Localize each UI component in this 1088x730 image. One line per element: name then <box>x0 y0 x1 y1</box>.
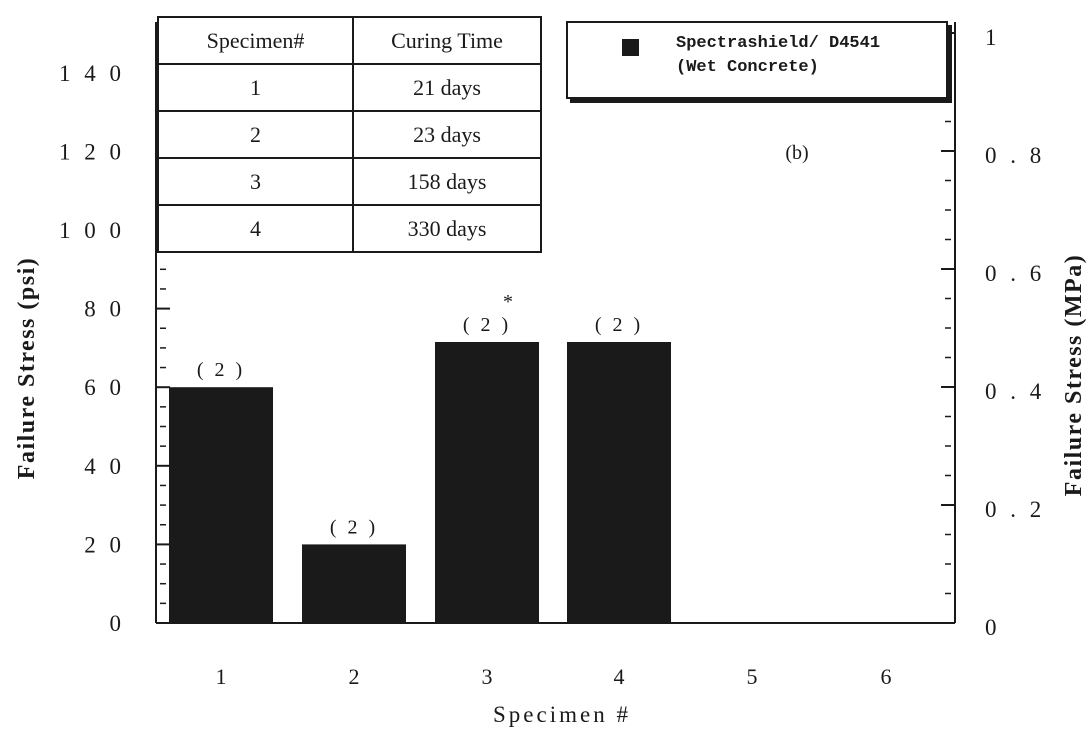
legend-swatch <box>622 39 639 56</box>
left-y-tick-labels: 0 2 0 4 0 6 0 8 0 1 0 0 1 2 0 1 4 0 <box>59 61 126 636</box>
table-cell-curing-time: 330 days <box>407 215 487 241</box>
bar-count-label: ( 2 ) <box>463 314 511 336</box>
right-y-tick-label: 1 <box>985 25 1001 50</box>
curing-time-table: Specimen# Curing Time 1 21 days 2 23 day… <box>157 16 542 253</box>
right-y-tick-label: 0 . 6 <box>985 261 1045 286</box>
table-header-specimen: Specimen# <box>158 17 354 65</box>
bar-count-label: ( 2 ) <box>197 359 245 381</box>
left-y-tick-label: 8 0 <box>84 297 125 322</box>
table-cell-specimen: 3 <box>158 158 354 206</box>
left-y-tick-label: 2 0 <box>84 532 125 557</box>
x-tick-label: 1 <box>216 664 227 689</box>
x-tick-label: 5 <box>747 664 758 689</box>
x-axis-title: Specimen # <box>493 702 631 727</box>
right-y-tick-label: 0 . 2 <box>985 497 1045 522</box>
y-axis-title-psi: Failure Stress (psi) <box>14 257 40 479</box>
table-cell-specimen: 1 <box>158 64 354 112</box>
x-tick-labels: 1 2 3 4 5 6 <box>216 664 892 689</box>
table-row: 2 23 days <box>158 111 541 159</box>
bar-labels: ( 2 )( 2 )( 2 )*( 2 ) <box>197 291 643 538</box>
bar-count-label: ( 2 ) <box>595 314 643 336</box>
bars <box>169 342 671 623</box>
right-y-tick-label: 0 . 4 <box>985 379 1045 404</box>
table-cell-specimen: 4 <box>158 205 354 252</box>
table-header-row: Specimen# Curing Time <box>158 17 541 65</box>
x-tick-label: 3 <box>482 664 493 689</box>
right-y-tick-label: 0 <box>985 615 1001 640</box>
legend: Spectrashield/ D4541 (Wet Concrete) <box>566 21 948 99</box>
left-y-tick-label: 1 2 0 <box>59 139 125 164</box>
right-minor-ticks <box>941 32 955 595</box>
table-row: 4 330 days <box>158 205 541 252</box>
x-tick-label: 6 <box>881 664 892 689</box>
bar-annotation: * <box>503 291 513 313</box>
left-y-tick-label: 1 0 0 <box>59 218 125 243</box>
right-y-tick-label: 0 . 8 <box>985 143 1045 168</box>
table-row: 3 158 days <box>158 158 541 206</box>
table-cell-curing-time: 23 days <box>353 111 541 159</box>
bar-count-label: ( 2 ) <box>330 516 378 538</box>
y-axis-title-mpa: Failure Stress (MPa) <box>1061 254 1087 496</box>
left-y-tick-label: 0 <box>110 611 126 636</box>
x-tick-label: 2 <box>349 664 360 689</box>
table-header-curing-time: Curing Time <box>353 17 541 65</box>
bar-specimen-4 <box>567 342 671 623</box>
left-y-tick-label: 6 0 <box>84 375 125 400</box>
legend-label-line-2: (Wet Concrete) <box>676 58 819 77</box>
x-tick-label: 4 <box>614 664 625 689</box>
legend-label-line-1: Spectrashield/ D4541 <box>676 34 881 53</box>
table-cell-specimen: 2 <box>158 111 354 159</box>
panel-tag: (b) <box>785 142 808 164</box>
left-y-tick-label: 4 0 <box>84 454 125 479</box>
table-row: 1 21 days <box>158 64 541 112</box>
table-cell-curing-time: 158 days <box>353 158 541 206</box>
right-y-tick-labels: 0 0 . 2 0 . 4 0 . 6 0 . 8 1 <box>985 25 1045 640</box>
left-y-tick-label: 1 4 0 <box>59 61 125 86</box>
table-cell-curing-time: 21 days <box>353 64 541 112</box>
bar-specimen-1 <box>169 387 273 623</box>
bar-specimen-2 <box>302 544 406 623</box>
bar-specimen-3 <box>435 342 539 623</box>
